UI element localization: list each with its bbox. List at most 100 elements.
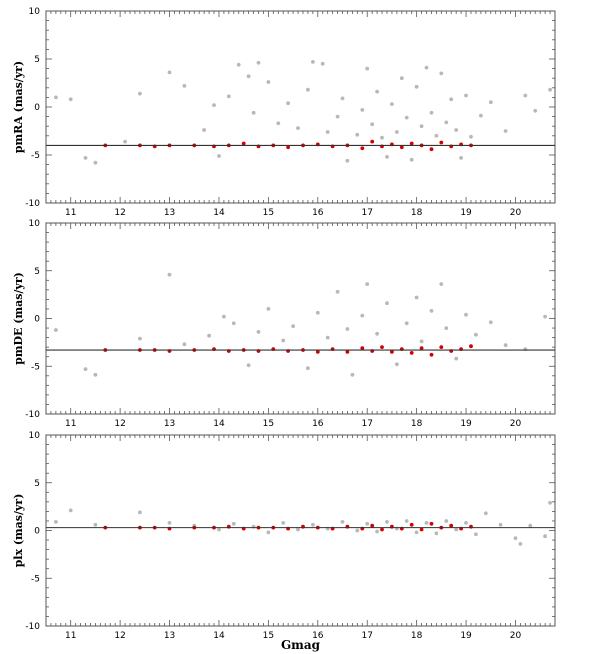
plot-frame [45,222,556,415]
x-tick-label: 17 [361,208,372,218]
y-tick-label: 10 [29,219,41,229]
data-point [395,362,399,367]
data-point [375,529,379,534]
data-point [375,89,379,94]
data-point [266,80,271,84]
data-point [513,536,518,540]
x-tick-label: 16 [312,631,324,641]
data-point [380,135,384,140]
data-point [340,520,345,524]
data-point [533,108,538,113]
data-point [335,114,340,119]
data-point [370,122,375,127]
data-point [464,521,468,525]
data-point [444,326,449,330]
data-point [469,344,473,349]
data-point [429,521,434,526]
data-point [419,339,424,344]
data-point [365,521,370,526]
data-point [286,145,290,150]
data-point [246,74,251,79]
data-point [355,132,360,137]
x-tick-label: 11 [65,631,76,641]
data-point [256,60,261,65]
x-tick-label: 18 [411,208,423,218]
data-point [266,307,271,311]
y-tick-label: 0 [34,103,40,113]
data-point [390,102,394,106]
x-axis-label: Gmag [281,638,321,652]
data-point [375,331,379,336]
data-point [68,97,73,102]
data-point [439,282,444,286]
plot-frame [45,434,556,627]
data-point [414,530,419,535]
data-point [350,372,355,377]
data-point [454,356,459,361]
data-point [231,321,236,326]
data-point [404,519,409,523]
data-point [454,128,459,132]
data-point [167,272,172,277]
data-point [355,528,360,533]
data-point [498,522,503,527]
x-tick-label: 12 [114,631,125,641]
y-tick-label: 0 [34,527,40,537]
data-point [138,336,142,341]
data-point [474,532,478,537]
data-point [296,527,300,532]
data-point [429,309,434,313]
data-point [503,343,508,348]
data-point [395,130,399,134]
data-point [360,346,365,350]
data-point [335,289,340,294]
data-point [256,330,261,334]
data-point [360,313,365,318]
data-point [83,156,88,160]
data-point [488,320,493,325]
data-point [291,324,295,328]
x-tick-label: 15 [263,631,274,641]
data-point [241,141,246,146]
data-point [464,93,468,98]
x-tick-label: 14 [213,419,225,429]
data-point [424,65,429,70]
data-point [276,121,281,126]
data-point [222,314,226,319]
y-tick-label: -10 [25,199,40,209]
data-point [543,534,547,539]
data-point [444,120,449,125]
data-point [315,310,320,315]
data-point [464,312,468,317]
data-point [543,314,547,319]
x-tick-label: 13 [164,631,175,641]
data-point [345,327,350,331]
data-point [483,511,488,516]
x-tick-label: 12 [114,208,125,218]
data-point [380,527,384,532]
y-tick-label: -5 [31,362,40,372]
data-point [207,333,212,338]
data-point [83,367,88,371]
y-axis-label: plx (mas/yr) [12,494,25,568]
data-point [365,66,370,71]
data-point [439,345,444,349]
data-point [518,542,523,546]
y-tick-label: 5 [34,267,40,277]
data-point [399,76,404,81]
data-point [226,94,231,99]
data-point [68,508,73,513]
data-point [469,134,473,139]
data-point [251,110,256,115]
data-point [236,62,241,67]
data-point [281,521,286,525]
data-point [399,145,404,150]
x-tick-label: 13 [164,419,175,429]
data-point [231,521,236,526]
data-point [315,350,320,354]
y-axis-label: pmDE (mas/yr) [12,272,25,365]
data-point [212,103,216,107]
data-point [54,328,58,332]
y-tick-label: 0 [34,315,40,325]
